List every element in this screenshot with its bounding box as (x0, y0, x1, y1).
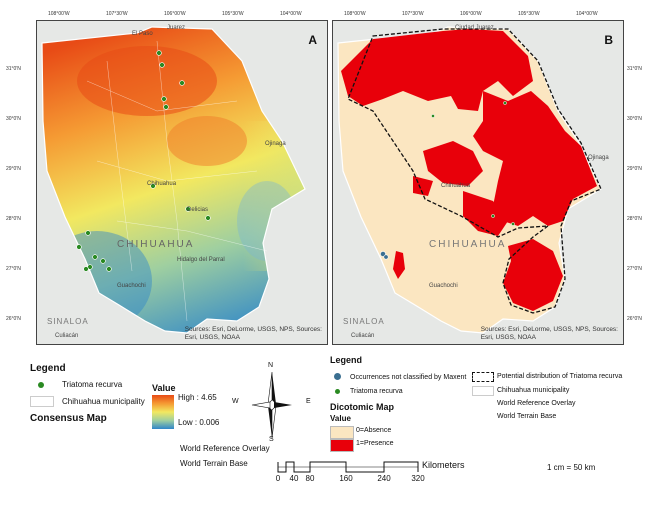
coord-top-b1: 108°00'W (344, 11, 366, 17)
label-chihuahua-city: Chihuahua (147, 181, 177, 187)
value-gradient-swatch (152, 395, 174, 429)
east-label: E (306, 398, 311, 405)
panel-b-credits: Sources: Esri, DeLorme, USGS, NPS, Sourc… (480, 326, 618, 341)
state-boundary (41, 26, 306, 334)
potential-distribution-swatch (472, 372, 494, 382)
legend-left-title: Legend (30, 363, 66, 374)
legend-municipality-b: Chihuahua municipality (497, 387, 570, 394)
north-arrow-icon (251, 371, 292, 439)
label-delicias: Delicias (187, 207, 209, 213)
coord-top-4: 105°30'W (222, 11, 244, 17)
coord-top-1: 108°00'W (48, 11, 70, 17)
scale-tick-80: 80 (305, 474, 315, 483)
species-point-icon (38, 382, 44, 388)
legend-value-title: Value (152, 383, 176, 393)
legend-dicotomic-value: Value (330, 414, 351, 423)
label-guachochi: Guachochi (117, 283, 146, 289)
label-culiacan: Culiacán (55, 333, 79, 339)
municipality-lines (86, 40, 268, 322)
coord-right-6: 26°0'N (627, 316, 642, 322)
legend-absence: 0=Absence (356, 427, 392, 434)
legend-terrain: World Terrain Base (180, 459, 248, 468)
coord-top-b3: 106°00'W (460, 11, 482, 17)
legend-consensus-title: Consensus Map (30, 413, 107, 424)
legend-terrain-b: World Terrain Base (497, 413, 557, 420)
coord-top-b5: 104°00'W (576, 11, 598, 17)
occurrence-points (76, 50, 211, 272)
legend-dicotomic-title: Dicotomic Map (330, 402, 395, 412)
scale-tick-320: 320 (411, 474, 425, 483)
coord-right-3: 29°0'N (627, 166, 642, 172)
label-sinaloa: SINALOA (47, 317, 89, 326)
label-guachochi: Guachochi (429, 283, 458, 289)
municipality-swatch-b (472, 386, 494, 396)
coord-top-5: 104°00'W (280, 11, 302, 17)
legend-species: Triatoma recurva (62, 380, 123, 389)
label-parral: Hidalgo del Parral (177, 257, 225, 263)
legend-high: High : 4.65 (178, 393, 217, 402)
coord-top-3: 106°00'W (164, 11, 186, 17)
occurrence-points (431, 101, 515, 226)
label-chihuahua-city: Chihuahua (441, 183, 471, 189)
label-ciudad-juarez: Ciudad Juarez (455, 25, 494, 31)
unclassified-point-icon (334, 373, 341, 380)
coord-left-2: 30°0'N (6, 116, 21, 122)
legend-presence: 1=Presence (356, 440, 394, 447)
dicotomic-map (333, 21, 623, 344)
legend-municipality: Chihuahua municipality (62, 397, 145, 406)
coord-left-1: 31°0'N (6, 66, 21, 72)
coord-left-5: 27°0'N (6, 266, 21, 272)
scale-tick-0: 0 (275, 474, 281, 483)
legend-overlay: World Reference Overlay (180, 444, 270, 453)
label-ojinaga: Ojinaga (265, 141, 286, 147)
coord-right-1: 31°0'N (627, 66, 642, 72)
west-label: W (232, 398, 239, 405)
label-juarez: Juarez (167, 25, 186, 31)
scale-tick-40: 40 (289, 474, 299, 483)
legend-species-b: Triatoma recurva (350, 388, 403, 395)
label-culiacan: Culiacán (351, 333, 375, 339)
label-el-paso: El Paso (132, 31, 153, 37)
label-state: CHIHUAHUA (429, 239, 507, 250)
consensus-map (37, 21, 327, 344)
absence-swatch (330, 426, 354, 439)
coord-top-b2: 107°30'W (402, 11, 424, 17)
panel-a-label: A (308, 33, 317, 47)
scale-tick-160: 160 (339, 474, 353, 483)
north-label: N (268, 362, 274, 369)
coord-right-4: 28°0'N (627, 216, 642, 222)
species-point-icon (335, 389, 340, 394)
unclassified-points (380, 251, 389, 260)
label-sinaloa: SINALOA (343, 317, 385, 326)
label-ojinaga: Ojinaga (588, 155, 609, 161)
legend-not-classified: Occurrences not classified by Maxent (350, 374, 467, 381)
coord-top-b4: 105°30'W (518, 11, 540, 17)
coord-left-3: 29°0'N (6, 166, 21, 172)
scale-unit: Kilometers (422, 460, 465, 470)
legend-potential: Potential distribution of Triatoma recur… (497, 373, 623, 380)
south-label: S (269, 436, 274, 443)
panel-b-label: B (604, 33, 613, 47)
label-state: CHIHUAHUA (117, 239, 195, 250)
coord-left-6: 26°0'N (6, 316, 21, 322)
legend-right-title: Legend (330, 355, 363, 365)
coord-left-4: 28°0'N (6, 216, 21, 222)
map-panel-a: El Paso Juarez Ojinaga Chihuahua Delicia… (36, 20, 328, 345)
potential-distribution-line (347, 28, 602, 314)
map-panel-b: Ciudad Juarez Ojinaga Chihuahua CHIHUAHU… (332, 20, 624, 345)
scale-ratio: 1 cm = 50 km (547, 463, 596, 472)
scale-bar (277, 461, 419, 473)
legend-low: Low : 0.006 (178, 418, 220, 427)
coord-right-5: 27°0'N (627, 266, 642, 272)
legend-overlay-b: World Reference Overlay (497, 400, 576, 407)
presence-swatch (330, 439, 354, 452)
panel-a-credits: Sources: Esri, DeLorme, USGS, NPS, Sourc… (184, 326, 322, 341)
municipality-swatch (30, 396, 54, 407)
scale-tick-240: 240 (377, 474, 391, 483)
coord-right-2: 30°0'N (627, 116, 642, 122)
presence-areas (341, 29, 597, 311)
coord-top-2: 107°30'W (106, 11, 128, 17)
